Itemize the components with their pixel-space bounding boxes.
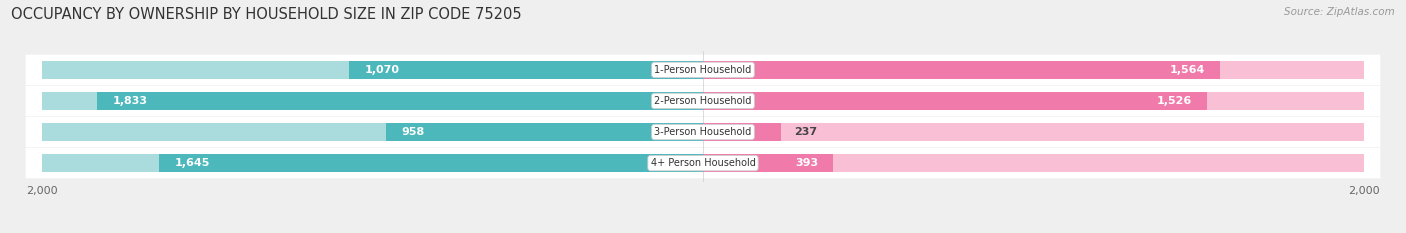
Bar bbox=[703, 123, 782, 141]
Text: OCCUPANCY BY OWNERSHIP BY HOUSEHOLD SIZE IN ZIP CODE 75205: OCCUPANCY BY OWNERSHIP BY HOUSEHOLD SIZE… bbox=[11, 7, 522, 22]
Bar bbox=[42, 123, 703, 141]
Text: 3-Person Household: 3-Person Household bbox=[654, 127, 752, 137]
Bar bbox=[42, 92, 703, 110]
Text: 1-Person Household: 1-Person Household bbox=[654, 65, 752, 75]
Legend: Owner-occupied, Renter-occupied: Owner-occupied, Renter-occupied bbox=[589, 229, 817, 233]
Bar bbox=[42, 61, 703, 79]
FancyBboxPatch shape bbox=[25, 117, 1381, 147]
Text: 1,833: 1,833 bbox=[112, 96, 148, 106]
Bar bbox=[703, 154, 1364, 172]
Bar bbox=[159, 154, 703, 172]
Text: 1,645: 1,645 bbox=[174, 158, 209, 168]
Text: 2-Person Household: 2-Person Household bbox=[654, 96, 752, 106]
Text: 1,070: 1,070 bbox=[364, 65, 399, 75]
FancyBboxPatch shape bbox=[25, 86, 1381, 116]
Bar bbox=[703, 61, 1364, 79]
Text: 4+ Person Household: 4+ Person Household bbox=[651, 158, 755, 168]
Text: 958: 958 bbox=[401, 127, 425, 137]
Bar bbox=[703, 92, 1208, 110]
Text: Source: ZipAtlas.com: Source: ZipAtlas.com bbox=[1284, 7, 1395, 17]
Bar bbox=[350, 61, 703, 79]
Bar bbox=[42, 154, 703, 172]
Text: 1,564: 1,564 bbox=[1170, 65, 1205, 75]
FancyBboxPatch shape bbox=[25, 148, 1381, 178]
Bar bbox=[387, 123, 703, 141]
Text: 1,526: 1,526 bbox=[1157, 96, 1192, 106]
Bar bbox=[703, 61, 1220, 79]
Text: 393: 393 bbox=[794, 158, 818, 168]
Bar bbox=[97, 92, 703, 110]
FancyBboxPatch shape bbox=[25, 55, 1381, 85]
Bar bbox=[703, 123, 1364, 141]
Bar bbox=[703, 154, 832, 172]
Text: 237: 237 bbox=[794, 127, 818, 137]
Bar bbox=[703, 92, 1364, 110]
